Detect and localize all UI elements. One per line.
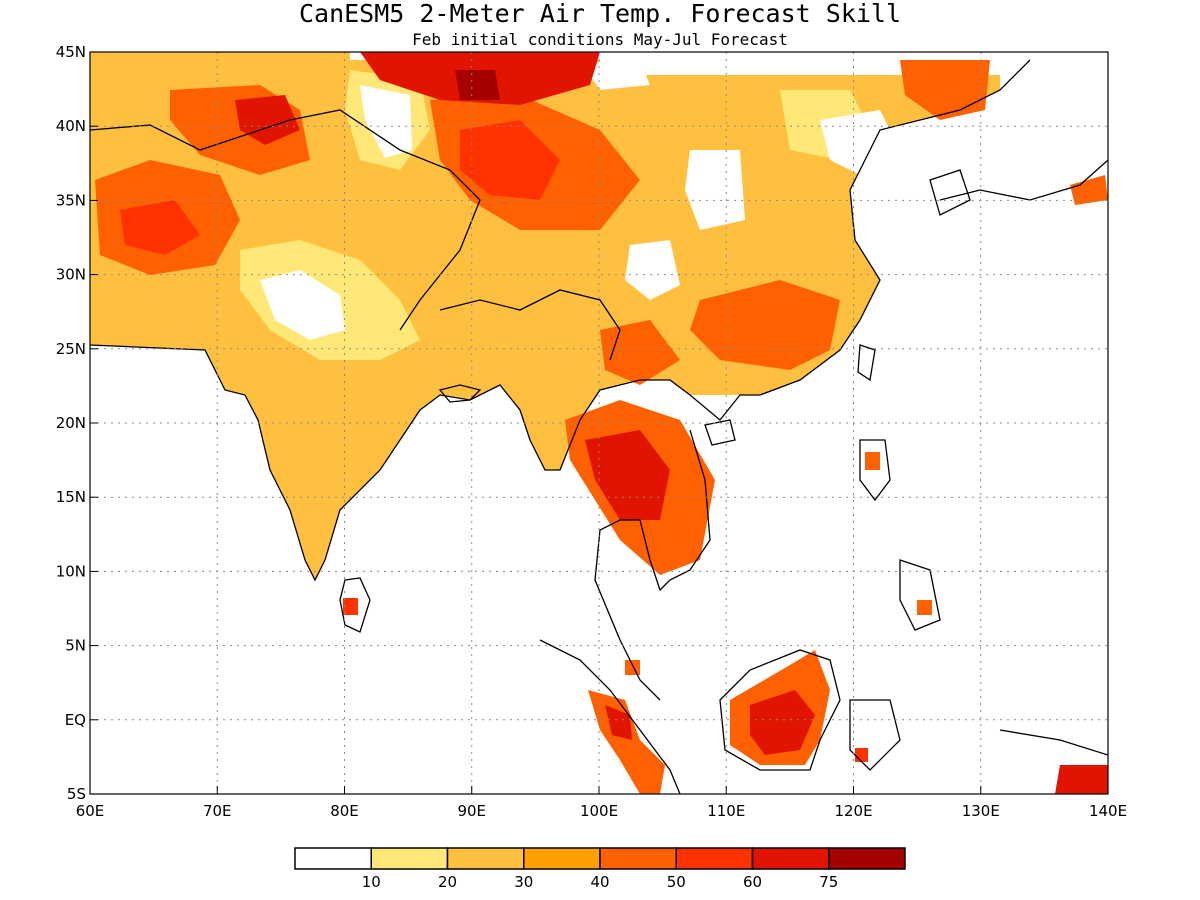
skill-region-west-asia — [90, 52, 1000, 580]
lon-tick-label: 60E — [76, 802, 105, 820]
lon-tick-label: 100E — [580, 802, 618, 820]
lat-tick-label: 15N — [56, 488, 86, 506]
lat-tick-label: 20N — [56, 414, 86, 432]
skill-moderate-malay — [625, 660, 640, 675]
colorbar-swatch — [751, 847, 830, 870]
skill-moderate-sumatra — [588, 690, 665, 794]
skill-moderate-luzon — [865, 452, 880, 470]
colorbar-label: 50 — [667, 873, 686, 891]
skill-moderate-sri-lanka — [343, 598, 358, 615]
lat-tick-label: 10N — [56, 562, 86, 580]
skill-high-borneo — [750, 690, 815, 755]
skill-moderate-china-south — [690, 280, 840, 370]
lon-tick-label: 70E — [203, 802, 232, 820]
skill-high-iran — [120, 200, 200, 255]
lon-tick-label: 80E — [330, 802, 359, 820]
skill-none-tarim — [360, 85, 412, 158]
colorbar-swatch — [370, 847, 449, 870]
lat-tick-label: 40N — [56, 117, 86, 135]
skill-moderate-sichuan — [600, 320, 680, 385]
skill-none-india — [260, 270, 345, 340]
lon-tick-label: 90E — [457, 802, 486, 820]
lon-tick-label: 140E — [1089, 802, 1127, 820]
map-subtitle: Feb initial conditions May-Jul Forecast — [412, 30, 788, 49]
colorbar-label: 10 — [362, 873, 381, 891]
longitude-ticks: 60E 70E 80E 90E 100E 110E 120E 130E 140E — [76, 786, 1127, 820]
lat-tick-label: 35N — [56, 191, 86, 209]
skill-high-tibet — [460, 120, 560, 200]
lat-tick-label: 5S — [67, 785, 86, 803]
skill-high-indochina — [585, 430, 670, 520]
lat-tick-label: 30N — [56, 266, 86, 284]
colorbar-swatch — [828, 847, 906, 870]
map-title: CanESM5 2-Meter Air Temp. Forecast Skill — [299, 0, 901, 28]
colorbar-label: 75 — [819, 873, 838, 891]
skill-moderate-japan — [1070, 175, 1108, 205]
colorbar: 10 20 30 40 50 60 75 — [294, 847, 906, 891]
colorbar-swatch — [523, 847, 601, 870]
skill-none-sc-china — [625, 240, 680, 300]
skill-none-ne-china — [685, 150, 745, 230]
skill-high-sumatra — [605, 705, 632, 740]
lat-tick-label: 5N — [65, 637, 86, 655]
skill-moderate-ne-china — [900, 60, 990, 120]
colorbar-swatch — [675, 847, 754, 870]
lat-tick-label: 25N — [56, 340, 86, 358]
gridlines — [90, 52, 1108, 794]
skill-very-high-mongolia — [455, 70, 500, 100]
lat-tick-label: 45N — [56, 43, 86, 61]
colorbar-swatch — [446, 847, 525, 870]
colorbar-label: 30 — [514, 873, 533, 891]
lon-tick-label: 130E — [962, 802, 1000, 820]
latitude-ticks: 45N 40N 35N 30N 25N 20N 15N 10N 5N EQ 5S — [56, 43, 98, 803]
colorbar-label: 40 — [590, 873, 609, 891]
skill-high-new-guinea — [1055, 765, 1108, 794]
skill-none-mongolia — [580, 62, 650, 90]
lon-tick-label: 120E — [834, 802, 872, 820]
colorbar-label: 20 — [438, 873, 457, 891]
skill-moderate-sulawesi — [855, 748, 868, 762]
skill-field — [90, 52, 1108, 794]
colorbar-swatch — [599, 847, 677, 870]
colorbar-swatch — [294, 847, 372, 870]
skill-moderate-mindanao — [917, 600, 932, 615]
colorbar-label: 60 — [743, 873, 762, 891]
lat-tick-label: EQ — [65, 711, 86, 729]
lon-tick-label: 110E — [707, 802, 745, 820]
